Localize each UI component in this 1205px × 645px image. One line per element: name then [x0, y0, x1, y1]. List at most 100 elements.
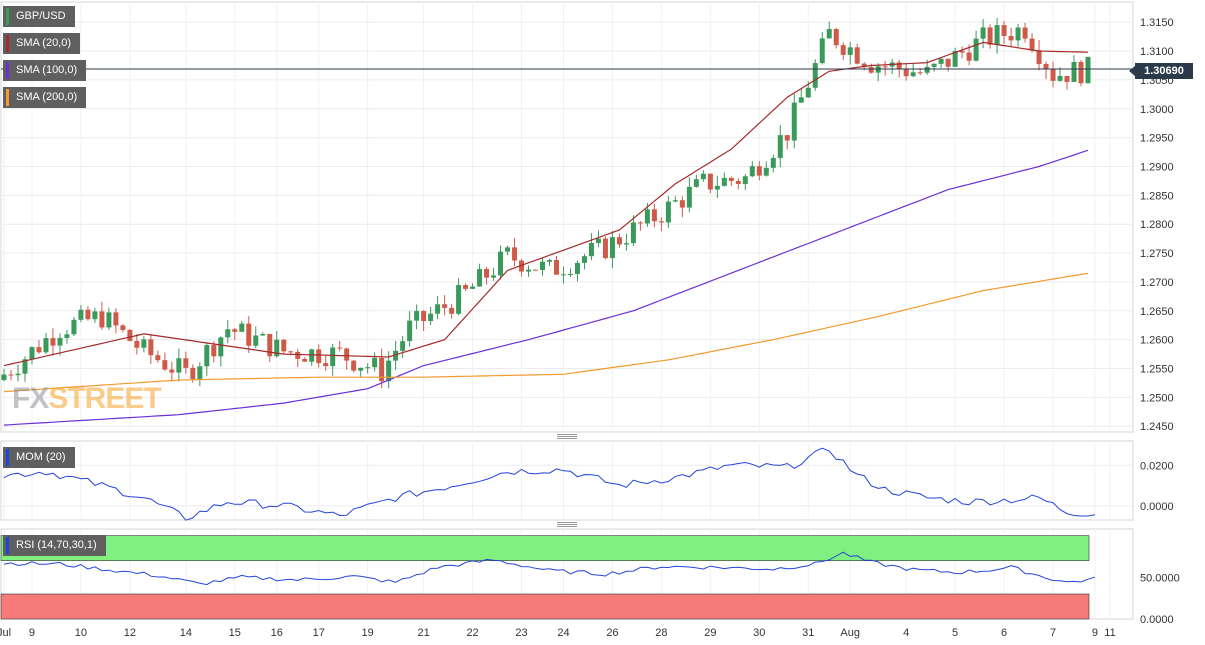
y-tick-label: 1.2800	[1140, 219, 1174, 231]
legend-swatch	[6, 89, 9, 106]
candle-body	[498, 251, 504, 276]
candle-body	[966, 52, 972, 61]
candle-body	[428, 313, 434, 322]
candle-body	[8, 374, 14, 376]
legend-sma20[interactable]: SMA (20,0)	[3, 33, 81, 54]
candle-body	[1064, 75, 1070, 82]
x-tick-label: 30	[753, 627, 765, 639]
x-tick-label: 14	[180, 627, 192, 639]
candle-body	[92, 311, 98, 320]
x-tick-label: 11	[1104, 627, 1115, 639]
candle-body	[686, 186, 692, 208]
candle-body	[211, 345, 217, 357]
candle-body	[574, 262, 580, 274]
x-tick-label: 12	[124, 627, 136, 639]
candle-body	[875, 66, 881, 73]
candle-body	[770, 157, 776, 168]
candle-body	[854, 47, 860, 64]
y-tick-label: 50.0000	[1140, 572, 1180, 584]
candle-body	[232, 329, 238, 332]
candle-body	[400, 341, 406, 351]
candle-body	[29, 347, 35, 360]
candle-body	[679, 200, 685, 208]
y-tick-label: 1.2900	[1140, 161, 1174, 173]
candle-body	[519, 260, 525, 272]
candle-body	[505, 247, 511, 252]
candle-body	[316, 349, 322, 364]
legend-sma100[interactable]: SMA (100,0)	[3, 60, 87, 81]
candle-body	[637, 222, 643, 224]
candle-body	[442, 304, 448, 308]
candle-body	[540, 261, 546, 270]
candle-body	[945, 58, 951, 67]
legend-rsi[interactable]: RSI (14,70,30,1)	[3, 535, 106, 556]
candle-body	[281, 339, 287, 352]
candle-body	[50, 338, 56, 346]
candle-body	[1050, 69, 1056, 81]
candle-body	[365, 367, 371, 369]
legend-swatch	[6, 449, 9, 466]
candle-body	[344, 348, 350, 361]
legend-sma200[interactable]: SMA (200,0)	[3, 87, 87, 108]
y-tick-label: 1.2950	[1140, 133, 1174, 145]
y-tick-label: 1.2850	[1140, 190, 1174, 202]
y-tick-label: 1.2650	[1140, 306, 1174, 318]
candle-body	[225, 329, 231, 338]
pane-resize-handle[interactable]	[557, 522, 577, 527]
rsi-line	[3, 551, 1096, 586]
y-tick-label: 1.2550	[1140, 364, 1174, 376]
y-tick-label: 1.3000	[1140, 104, 1174, 116]
x-tick-label: 21	[417, 627, 429, 639]
candle-body	[658, 221, 664, 223]
candle-body	[1071, 61, 1077, 82]
candle-body	[749, 166, 755, 177]
legend-swatch	[6, 62, 9, 79]
x-tick-label: 19	[362, 627, 374, 639]
legend-label: GBP/USD	[16, 10, 66, 22]
candle-body	[127, 329, 133, 341]
candle-body	[735, 180, 741, 184]
candle-body	[1008, 35, 1014, 41]
candle-body	[302, 358, 308, 362]
candle-body	[330, 347, 336, 367]
candle-body	[274, 339, 280, 357]
candle-body	[756, 166, 762, 176]
candle-body	[120, 325, 126, 330]
candle-body	[763, 167, 769, 176]
candle-body	[546, 259, 552, 262]
candle-body	[1036, 50, 1042, 64]
candle-body	[910, 72, 916, 77]
candle-body	[533, 269, 539, 271]
candle-body	[85, 309, 91, 320]
chart-pane-1	[0, 1, 1134, 433]
candle-body	[665, 201, 671, 223]
candle-body	[651, 209, 657, 222]
candle-body	[700, 173, 706, 180]
candle-body	[672, 200, 678, 202]
candle-body	[477, 269, 483, 287]
legend-swatch	[6, 537, 9, 554]
candle-body	[714, 185, 720, 190]
x-tick-label: 26	[606, 627, 618, 639]
candle-body	[197, 366, 203, 379]
rsi-overbought-zone	[0, 535, 1090, 561]
legend-mom[interactable]: MOM (20)	[3, 447, 75, 468]
x-tick-label: 4	[903, 627, 909, 639]
candle-body	[218, 337, 224, 357]
candle-body	[141, 339, 147, 348]
candle-body	[491, 275, 497, 278]
sma-line	[3, 149, 1089, 426]
candle-body	[393, 350, 399, 361]
candle-body	[1022, 27, 1028, 39]
candle-body	[623, 243, 629, 245]
x-tick-label: 6	[1001, 627, 1007, 639]
legend-gbpusd[interactable]: GBP/USD	[3, 6, 75, 27]
pane-resize-handle[interactable]	[557, 434, 577, 439]
candle-body	[602, 238, 608, 259]
x-tick-label: 29	[704, 627, 716, 639]
x-tick-label: 15	[229, 627, 241, 639]
legend-label: SMA (20,0)	[16, 37, 72, 49]
rsi-oversold-zone	[0, 593, 1090, 620]
x-tick-label: 28	[655, 627, 667, 639]
